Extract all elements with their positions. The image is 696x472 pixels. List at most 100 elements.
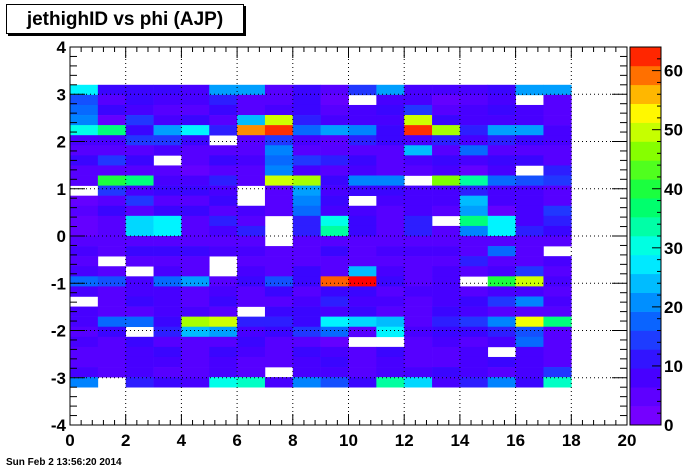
- heatmap-cell: [181, 326, 210, 338]
- heatmap-cell: [264, 185, 294, 196]
- heatmap-cell: [153, 377, 182, 388]
- colorbar-segment: [630, 368, 661, 388]
- heatmap-cell: [432, 296, 461, 307]
- heatmap-cell: [264, 246, 294, 257]
- heatmap-cell: [487, 367, 516, 378]
- y-tick-label: -3: [51, 369, 66, 388]
- heatmap-cell: [237, 346, 266, 358]
- heatmap-cell: [237, 367, 266, 378]
- heatmap-cell: [348, 346, 377, 358]
- heatmap-cell: [70, 246, 99, 257]
- x-tick-label: 4: [177, 431, 187, 450]
- heatmap-cell: [125, 286, 154, 297]
- heatmap-cell: [292, 125, 321, 136]
- heatmap-cell: [264, 296, 294, 307]
- heatmap-cell: [292, 306, 321, 317]
- heatmap-cell: [487, 175, 516, 186]
- heatmap-cell: [459, 84, 489, 96]
- heatmap-cell: [70, 336, 99, 348]
- heatmap-cell: [320, 236, 349, 247]
- heatmap-cell: [459, 205, 489, 217]
- heatmap-cell: [515, 266, 544, 277]
- heatmap-cell: [348, 256, 377, 267]
- heatmap-cell: [264, 115, 294, 126]
- colorbar-segment: [630, 311, 661, 331]
- heatmap-cell: [543, 367, 572, 378]
- heatmap-cell: [181, 135, 210, 146]
- heatmap-cell: [404, 84, 433, 96]
- heatmap-cell: [320, 185, 349, 196]
- heatmap-cell: [153, 195, 182, 207]
- heatmap-cell: [237, 266, 266, 277]
- colorbar-tick-label: 50: [664, 121, 683, 140]
- heatmap-cell: [348, 165, 377, 176]
- heatmap-cell: [376, 256, 405, 267]
- heatmap-cell: [264, 165, 294, 176]
- heatmap-cell: [432, 276, 461, 287]
- heatmap-cell: [487, 215, 516, 227]
- heatmap-cell: [125, 367, 154, 378]
- heatmap-cell: [181, 346, 210, 358]
- heatmap-cell: [543, 326, 572, 338]
- heatmap-cell: [487, 246, 516, 257]
- heatmap-cell: [70, 276, 99, 287]
- heatmap-cell: [404, 316, 433, 328]
- heatmap-cell: [125, 135, 154, 146]
- heatmap-cell: [181, 225, 210, 237]
- heatmap-cell: [70, 165, 99, 176]
- y-tick-label: -4: [51, 416, 67, 435]
- heatmap-cell: [320, 125, 349, 136]
- heatmap-cell: [543, 104, 572, 116]
- heatmap-cell: [70, 145, 99, 156]
- heatmap-cell: [264, 377, 294, 388]
- heatmap-cell: [515, 205, 544, 217]
- heatmap-cell: [237, 316, 266, 328]
- heatmap-cell: [515, 336, 544, 348]
- heatmap-cell: [97, 215, 126, 227]
- heatmap-cell: [459, 165, 489, 176]
- heatmap-cell: [543, 94, 572, 106]
- heatmap-cell: [404, 367, 433, 378]
- heatmap-cell: [292, 236, 321, 247]
- heatmap-cell: [181, 276, 210, 287]
- heatmap-cell: [432, 175, 461, 186]
- heatmap-cell: [125, 215, 154, 227]
- heatmap-cell: [181, 155, 210, 166]
- heatmap-cell: [543, 125, 572, 136]
- y-tick-label: 1: [57, 180, 66, 199]
- colorbar-tick-label: 10: [664, 357, 683, 376]
- heatmap-cell: [320, 256, 349, 267]
- heatmap-cell: [125, 84, 154, 96]
- heatmap-cell: [376, 236, 405, 247]
- heatmap-cell: [264, 175, 294, 186]
- heatmap-cell: [432, 336, 461, 348]
- heatmap-cell: [97, 326, 126, 338]
- heatmap-cell: [376, 316, 405, 328]
- heatmap-cell: [320, 205, 349, 217]
- heatmap-cell: [320, 336, 349, 348]
- heatmap-cell: [320, 94, 349, 106]
- heatmap-cell: [487, 306, 516, 317]
- heatmap-cell: [376, 165, 405, 176]
- heatmap-cell: [125, 377, 154, 388]
- heatmap-cell: [376, 155, 405, 166]
- heatmap-cell: [543, 336, 572, 348]
- heatmap-cell: [97, 115, 126, 126]
- heatmap-cell: [404, 266, 433, 277]
- heatmap-cell: [320, 225, 349, 237]
- heatmap-cell: [376, 205, 405, 217]
- heatmap-cell: [348, 246, 377, 257]
- heatmap-cell: [264, 286, 294, 297]
- heatmap-cell: [97, 276, 126, 287]
- heatmap-cell: [237, 236, 266, 247]
- heatmap-cell: [348, 326, 377, 338]
- heatmap-cell: [70, 225, 99, 237]
- heatmap-cell: [459, 175, 489, 186]
- heatmap-cell: [348, 316, 377, 328]
- heatmap-cell: [459, 296, 489, 307]
- heatmap-cell: [404, 326, 433, 338]
- heatmap-cell: [264, 356, 294, 368]
- heatmap-cell: [320, 246, 349, 257]
- heatmap-cell: [237, 336, 266, 348]
- heatmap-cell: [487, 185, 516, 196]
